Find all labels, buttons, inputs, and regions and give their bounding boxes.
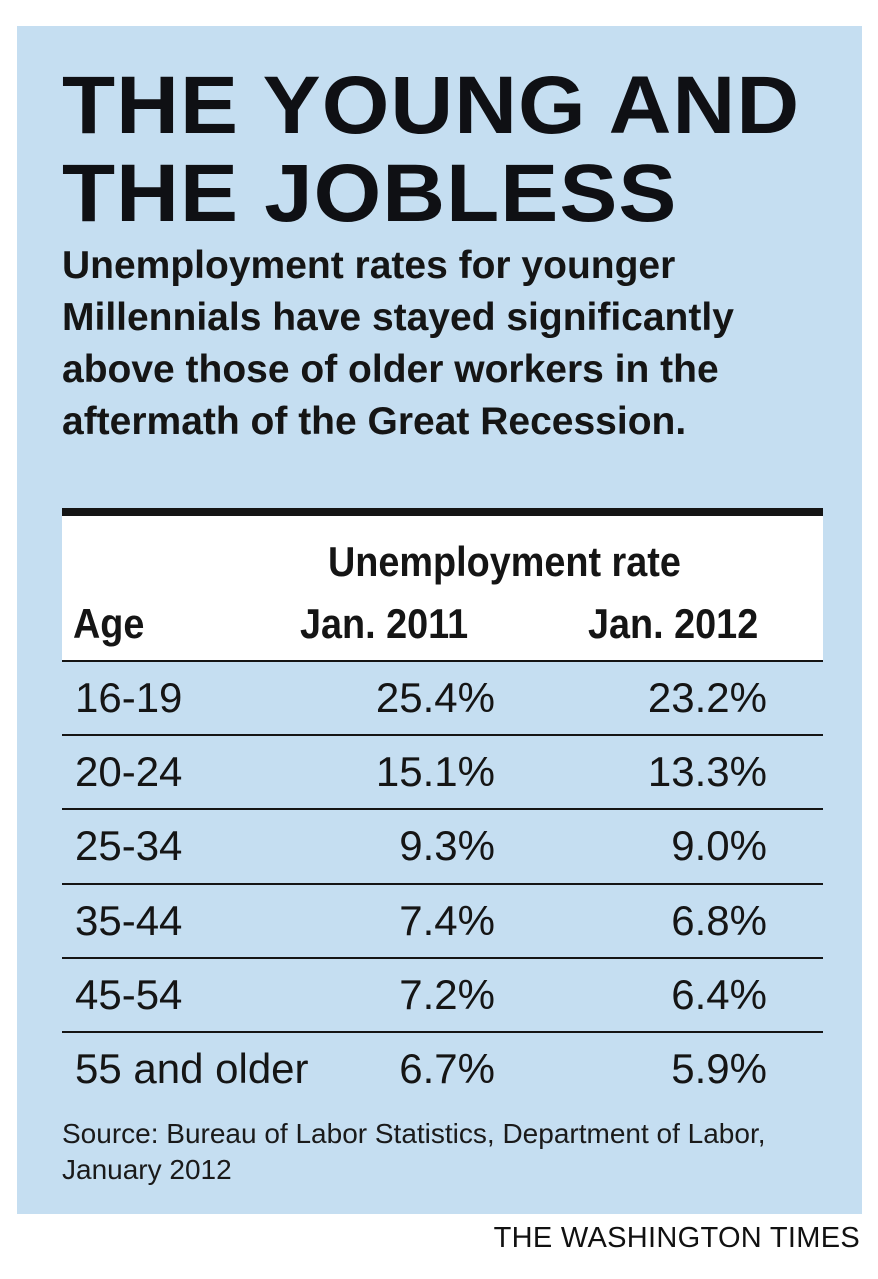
source-note: Source: Bureau of Labor Statistics, Depa… — [62, 1118, 766, 1185]
table-top-bar — [62, 508, 823, 516]
rate-2012-cell: 6.8% — [671, 896, 767, 944]
row-divider — [62, 660, 823, 662]
age-group-cell: 25-34 — [75, 822, 183, 870]
age-group-cell: 45-54 — [75, 970, 183, 1018]
rate-2012-cell: 23.2% — [647, 674, 767, 721]
rate-2012-cell: 13.3% — [647, 748, 767, 796]
age-group-cell: 35-44 — [75, 896, 183, 944]
row-divider — [62, 1031, 823, 1033]
rate-2011-cell: 7.2% — [399, 970, 495, 1018]
age-group-cell: 20-24 — [75, 748, 183, 796]
title-line-1: THE YOUNG AND — [62, 60, 801, 151]
row-divider — [62, 956, 823, 959]
rate-2012-cell: 6.4% — [671, 970, 767, 1018]
rate-2011-cell: 6.7% — [399, 1045, 495, 1092]
rate-2011-cell: 7.4% — [399, 896, 495, 944]
title-line-2: THE JOBLESS — [62, 148, 678, 239]
chart-subtitle: Unemployment rates for younger Millennia… — [62, 244, 734, 443]
rate-2011-cell: 25.4% — [375, 674, 495, 721]
rate-2011-cell: 9.3% — [399, 822, 495, 870]
publisher-credit: THE WASHINGTON TIMES — [493, 1222, 860, 1254]
age-group-cell: 16-19 — [75, 674, 183, 721]
column-header-jan-2011: Jan. 2011 — [300, 600, 469, 647]
chart-title: THE YOUNG AND THE JOBLESS — [62, 62, 800, 238]
column-header-jan-2012: Jan. 2012 — [588, 600, 759, 647]
rate-2012-cell: 9.0% — [671, 822, 767, 870]
group-header: Unemployment rate — [328, 538, 681, 585]
row-divider — [62, 808, 823, 811]
column-header-age: Age — [73, 600, 145, 647]
table-header-area — [62, 516, 823, 660]
row-divider — [62, 734, 823, 737]
rate-2012-cell: 5.9% — [671, 1045, 767, 1092]
rate-2011-cell: 15.1% — [375, 748, 495, 796]
row-divider — [62, 882, 823, 885]
age-group-cell: 55 and older — [75, 1045, 309, 1092]
